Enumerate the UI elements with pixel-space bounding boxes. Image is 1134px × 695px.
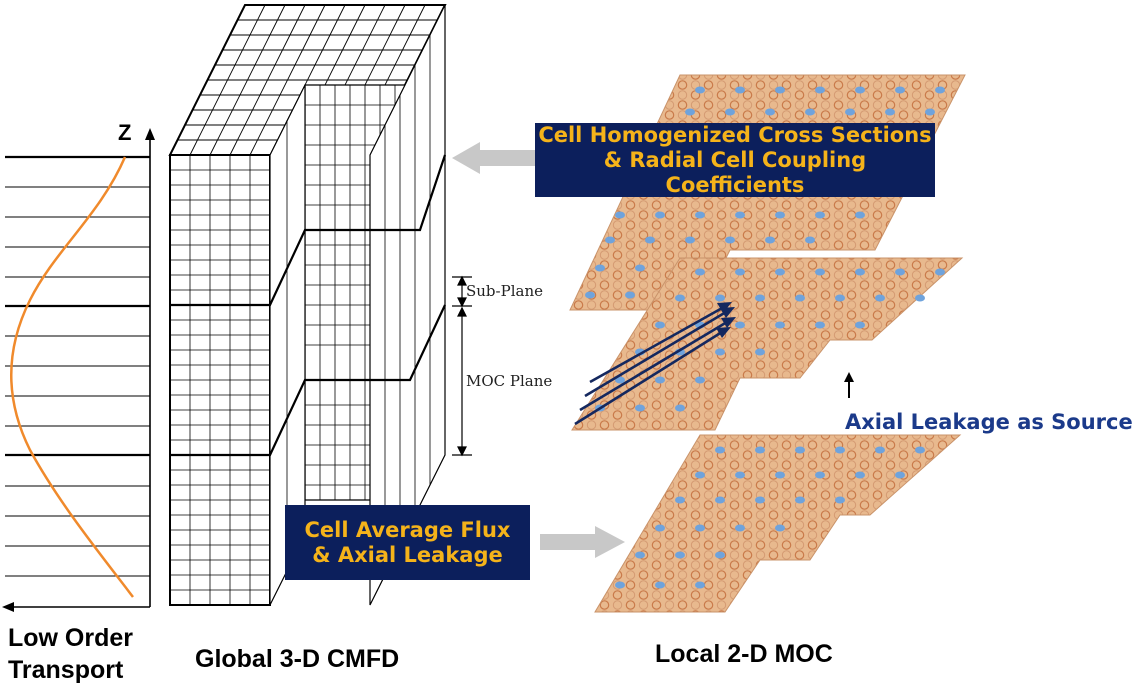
- homogenized-box: Cell Homogenized Cross Sections & Radial…: [535, 123, 935, 197]
- z-axis-arrowhead: [145, 128, 155, 140]
- pin-dots-bottom: [615, 446, 925, 589]
- right-face: [369, 4, 446, 606]
- moc-plane-middle: [571, 257, 964, 431]
- flux-box: Cell Average Flux & Axial Leakage: [285, 505, 530, 580]
- plane-boundaries: [170, 154, 447, 457]
- ray-arrowheads: [716, 302, 736, 338]
- moc-plane-label: MOC Plane: [466, 372, 553, 390]
- flux-box-line2: & Axial Leakage: [312, 542, 503, 567]
- homogenized-box-line1: Cell Homogenized Cross Sections: [538, 122, 932, 147]
- low-order-caption: Low Order Transport: [8, 622, 133, 686]
- right-face-grid: [384, 35, 431, 575]
- low-order-profile: Z: [2, 120, 155, 612]
- z-label: Z: [118, 120, 131, 145]
- axial-leakage-arrow: [844, 372, 854, 398]
- moc-plane-bottom: [594, 434, 962, 613]
- horizontal-axis-arrowhead: [2, 602, 14, 612]
- profile-lines: [5, 155, 150, 577]
- characteristic-rays: [574, 305, 728, 426]
- pin-dots-top: [585, 86, 945, 299]
- pin-dots-middle: [595, 268, 945, 412]
- homogenized-box-line2: & Radial Cell Coupling Coefficients: [603, 147, 867, 197]
- local-moc-caption: Local 2-D MOC: [655, 640, 833, 668]
- arrow-to-cmfd: [452, 142, 535, 174]
- cmfd-grid-3d: [168, 4, 447, 606]
- low-order-caption-line1: Low Order: [8, 624, 134, 652]
- flux-curve: [10, 156, 134, 598]
- axial-leakage-label: Axial Leakage as Source: [845, 410, 1133, 434]
- arrow-to-moc: [540, 526, 625, 558]
- global-cmfd-caption: Global 3-D CMFD: [195, 645, 400, 673]
- low-order-caption-line2: Transport: [8, 656, 124, 684]
- flux-box-line1: Cell Average Flux: [304, 517, 511, 542]
- dimension-markers: [452, 275, 472, 457]
- sub-plane-label: Sub-Plane: [466, 282, 543, 300]
- front-face-grid: [170, 155, 270, 605]
